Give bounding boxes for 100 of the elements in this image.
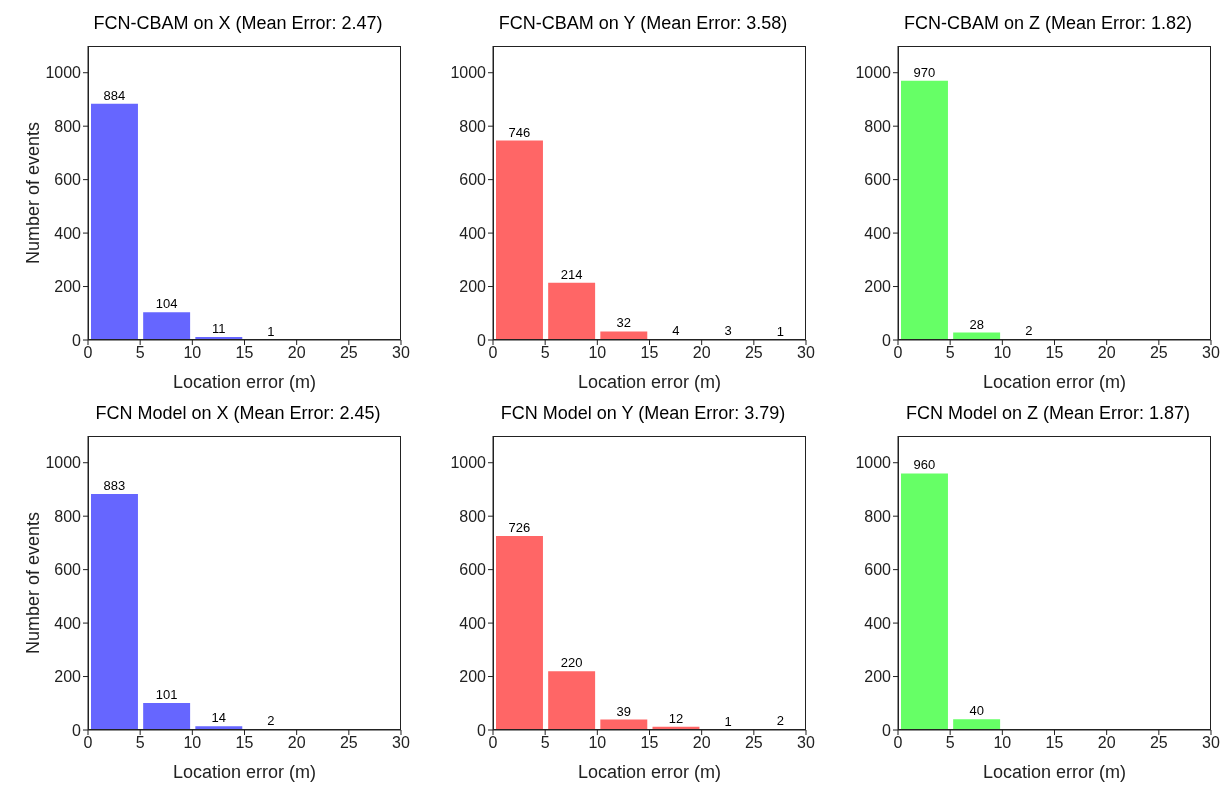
y-tick-label: 0 bbox=[477, 721, 487, 739]
y-tick-label: 400 bbox=[459, 224, 487, 242]
data-label: 746 bbox=[508, 124, 531, 140]
y-tick-label: 0 bbox=[72, 331, 82, 349]
x-tick-label: 25 bbox=[744, 344, 763, 362]
x-tick-label: 15 bbox=[235, 734, 254, 752]
data-label: 104 bbox=[155, 296, 178, 312]
y-tick-label: 1000 bbox=[450, 454, 487, 472]
x-tick-label: 15 bbox=[640, 734, 659, 752]
chart-title: FCN Model on Y (Mean Error: 3.79) bbox=[499, 402, 787, 425]
x-tick-label: 10 bbox=[588, 734, 607, 752]
data-label: 220 bbox=[560, 655, 583, 671]
data-label: 11 bbox=[212, 321, 226, 337]
y-axis-title: Number of events bbox=[23, 511, 44, 655]
data-label: 1 bbox=[724, 713, 732, 729]
x-tick-label: 0 bbox=[488, 344, 498, 362]
y-tick-label: 800 bbox=[54, 117, 82, 135]
data-label: 2 bbox=[776, 713, 784, 729]
data-label: 884 bbox=[103, 87, 126, 103]
x-tick-label: 5 bbox=[945, 734, 955, 752]
data-label: 28 bbox=[969, 316, 984, 332]
y-tick-label: 200 bbox=[459, 668, 487, 686]
x-tick-label: 0 bbox=[83, 734, 93, 752]
x-tick-label: 20 bbox=[692, 734, 711, 752]
x-tick-label: 0 bbox=[893, 734, 903, 752]
y-tick-label: 800 bbox=[459, 117, 487, 135]
y-tick-label: 800 bbox=[864, 117, 892, 135]
x-tick-label: 20 bbox=[1097, 344, 1116, 362]
x-tick-label: 0 bbox=[893, 344, 903, 362]
x-tick-label: 0 bbox=[83, 344, 93, 362]
x-tick-label: 10 bbox=[588, 344, 607, 362]
x-tick-label: 25 bbox=[339, 734, 358, 752]
x-axis-title: Location error (m) bbox=[172, 372, 317, 392]
x-tick-label: 20 bbox=[1097, 734, 1116, 752]
x-tick-label: 25 bbox=[1149, 734, 1168, 752]
data-label: 883 bbox=[103, 478, 126, 493]
y-tick-label: 200 bbox=[864, 668, 892, 686]
data-label: 12 bbox=[668, 710, 684, 726]
data-label: 39 bbox=[616, 703, 632, 719]
x-tick-label: 10 bbox=[993, 734, 1012, 752]
x-axis-title: Location error (m) bbox=[982, 372, 1127, 392]
x-tick-label: 30 bbox=[1202, 734, 1220, 752]
y-tick-label: 600 bbox=[54, 171, 82, 189]
data-label: 14 bbox=[211, 710, 227, 726]
data-label: 32 bbox=[616, 315, 632, 331]
x-tick-label: 20 bbox=[287, 734, 306, 752]
x-tick-label: 30 bbox=[392, 344, 410, 362]
y-tick-label: 400 bbox=[54, 614, 82, 632]
x-tick-label: 5 bbox=[135, 734, 145, 752]
data-label: 970 bbox=[913, 64, 936, 80]
x-tick-label: 15 bbox=[1045, 344, 1064, 362]
data-label: 2 bbox=[267, 713, 275, 729]
y-tick-label: 600 bbox=[864, 561, 892, 579]
x-axis-title: Location error (m) bbox=[577, 762, 722, 782]
x-tick-label: 15 bbox=[235, 344, 254, 362]
x-axis-title: Location error (m) bbox=[982, 762, 1127, 782]
data-label: 40 bbox=[969, 703, 984, 719]
x-tick-label: 25 bbox=[339, 344, 358, 362]
y-tick-label: 1000 bbox=[45, 454, 82, 472]
x-tick-label: 0 bbox=[488, 734, 498, 752]
x-tick-label: 5 bbox=[540, 344, 550, 362]
y-tick-label: 400 bbox=[864, 614, 892, 632]
x-tick-label: 30 bbox=[797, 734, 815, 752]
x-tick-label: 5 bbox=[540, 734, 550, 752]
y-tick-label: 0 bbox=[72, 721, 82, 739]
y-tick-label: 800 bbox=[864, 507, 892, 525]
chart-title: FCN Model on X (Mean Error: 2.45) bbox=[94, 402, 382, 425]
x-tick-label: 25 bbox=[744, 734, 763, 752]
x-axis-title: Location error (m) bbox=[172, 762, 317, 782]
x-tick-label: 10 bbox=[993, 344, 1012, 362]
y-tick-label: 0 bbox=[477, 331, 487, 349]
data-label: 4 bbox=[672, 322, 680, 338]
chart-title: FCN-CBAM on Y (Mean Error: 3.58) bbox=[497, 12, 789, 35]
y-tick-label: 800 bbox=[459, 507, 487, 525]
x-tick-label: 25 bbox=[1149, 344, 1168, 362]
y-tick-label: 1000 bbox=[855, 64, 892, 82]
data-label: 101 bbox=[155, 687, 178, 703]
x-tick-label: 5 bbox=[135, 344, 145, 362]
y-tick-label: 400 bbox=[864, 224, 892, 242]
y-tick-label: 800 bbox=[54, 507, 82, 525]
data-label: 960 bbox=[913, 457, 936, 473]
y-tick-label: 600 bbox=[54, 561, 82, 579]
y-axis-title: Number of events bbox=[23, 121, 44, 265]
y-tick-label: 400 bbox=[459, 614, 487, 632]
y-tick-label: 0 bbox=[882, 331, 892, 349]
y-tick-label: 200 bbox=[54, 278, 82, 296]
y-tick-label: 1000 bbox=[45, 64, 82, 82]
chart-title: FCN-CBAM on X (Mean Error: 2.47) bbox=[92, 12, 384, 35]
y-tick-label: 1000 bbox=[450, 64, 487, 82]
x-tick-label: 30 bbox=[1202, 344, 1220, 362]
y-tick-label: 1000 bbox=[855, 454, 892, 472]
y-tick-label: 600 bbox=[864, 171, 892, 189]
data-label: 1 bbox=[267, 323, 275, 339]
y-tick-label: 400 bbox=[54, 224, 82, 242]
y-tick-label: 200 bbox=[54, 668, 82, 686]
data-label: 3 bbox=[724, 323, 732, 339]
y-tick-label: 0 bbox=[882, 721, 892, 739]
x-tick-label: 20 bbox=[692, 344, 711, 362]
y-tick-label: 200 bbox=[864, 278, 892, 296]
data-label: 1 bbox=[776, 323, 784, 339]
